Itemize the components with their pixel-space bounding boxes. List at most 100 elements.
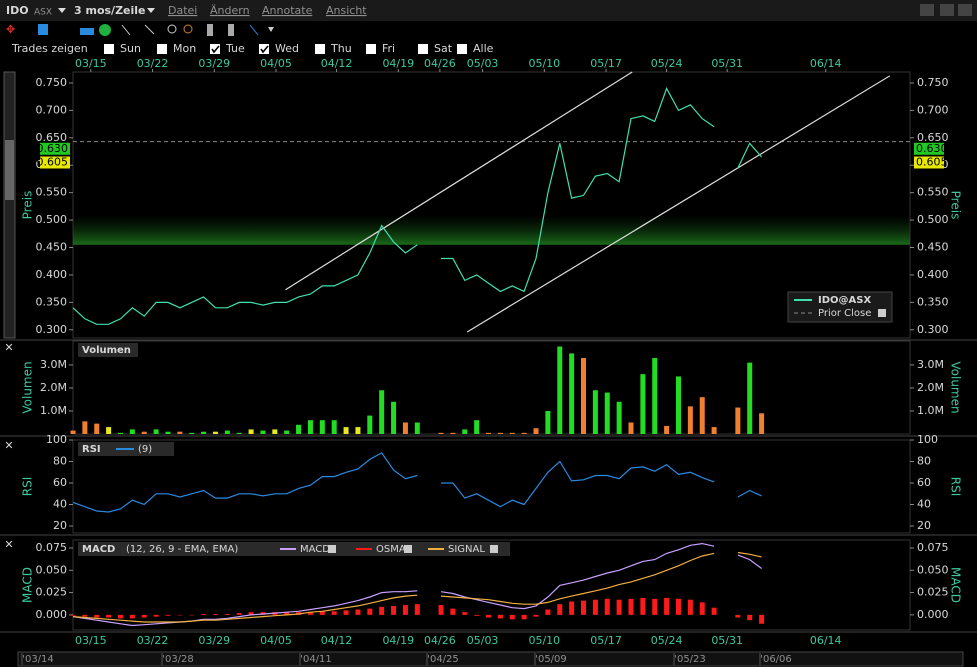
x-tick-label: 04/12 (321, 57, 353, 70)
legend-box (78, 343, 138, 357)
bar (628, 422, 634, 434)
x-tick-label: 05/31 (711, 57, 743, 70)
tool-icon[interactable] (144, 24, 155, 35)
scroll-strip[interactable] (3, 71, 16, 339)
bar (438, 605, 444, 615)
tool-icon[interactable] (99, 24, 111, 36)
tool-icon[interactable] (183, 24, 193, 34)
bar (474, 614, 480, 616)
y-tick-label: 0.450 (36, 241, 68, 254)
bar (687, 406, 693, 434)
dropdown-arrow[interactable] (58, 8, 66, 13)
y-tick-label: 0.550 (917, 186, 949, 199)
checkmark (260, 45, 269, 54)
checkbox[interactable] (315, 44, 325, 54)
bar (450, 432, 456, 434)
bar (735, 407, 741, 434)
bar (153, 429, 159, 434)
panel-frame (72, 539, 911, 631)
bar (652, 358, 658, 434)
bar (319, 611, 325, 615)
legend-series: OSMA (376, 544, 406, 555)
day-label: Sat (434, 42, 453, 55)
symbol: IDO (6, 4, 29, 17)
bar (687, 599, 693, 615)
bar (236, 432, 242, 434)
bar (201, 613, 207, 615)
chrome: ✥ ✕ ✕ ✕ (3, 4, 972, 667)
bar (189, 432, 195, 434)
checkbox[interactable] (104, 44, 114, 54)
bar (141, 431, 147, 434)
legend-checkbox[interactable] (878, 309, 886, 317)
bar (592, 390, 598, 434)
tool-icon[interactable] (268, 27, 274, 32)
y-tick-label: 0.350 (36, 295, 68, 308)
bar (497, 432, 503, 434)
x-tick-label: 04/12 (321, 634, 353, 647)
y-tick-label: 0.750 (917, 76, 949, 89)
bar (711, 427, 717, 434)
legend-checkbox[interactable] (328, 545, 336, 553)
scroll-thumb[interactable] (5, 140, 14, 200)
trend-line (285, 71, 633, 291)
tool-icon[interactable] (167, 24, 177, 34)
icon-button[interactable] (940, 4, 954, 16)
bar (212, 431, 218, 434)
bar (82, 614, 88, 617)
legend-series: IDO@ASX (818, 295, 871, 306)
legend-title: RSI (82, 444, 101, 455)
tool-icon[interactable] (249, 24, 259, 36)
price-label: 0.605 (37, 155, 69, 168)
menu-item[interactable]: Ansicht (326, 4, 367, 17)
y-tick-label: 0.550 (36, 186, 68, 199)
tool-icon[interactable] (207, 24, 213, 36)
menu-item[interactable]: Annotate (262, 4, 313, 17)
icon-button[interactable] (920, 4, 934, 16)
y-tick-label: 20 (917, 519, 931, 532)
close-button[interactable]: ✕ (4, 341, 13, 354)
legend-checkbox[interactable] (404, 545, 412, 553)
checkbox[interactable] (418, 44, 428, 54)
y-tick-label: 100 (46, 433, 67, 446)
tool-icon[interactable] (80, 28, 94, 35)
bar (759, 614, 765, 624)
tool-icon[interactable] (121, 24, 131, 36)
bar (545, 410, 551, 434)
checkbox[interactable] (457, 44, 467, 54)
period[interactable]: 3 mos/Zeile (74, 4, 146, 17)
y-tick-label: 0.700 (36, 103, 68, 116)
bar (474, 420, 480, 434)
bar (307, 612, 313, 615)
bar (236, 613, 242, 615)
price-label-box (40, 142, 70, 155)
y-tick-label: 0.300 (36, 323, 68, 336)
close-button[interactable]: ✕ (4, 439, 13, 452)
menu-item[interactable]: Ändern (210, 4, 250, 17)
bar (106, 614, 112, 618)
navigator-label: '05/09 (535, 654, 567, 665)
y-tick-label: 0.000 (36, 608, 68, 621)
close-button[interactable]: ✕ (4, 538, 13, 551)
menu-item[interactable]: Datei (168, 4, 197, 17)
y-axis-title: RSI (949, 477, 963, 497)
bar (367, 415, 373, 434)
checkbox[interactable] (259, 44, 269, 54)
navigator[interactable] (17, 651, 964, 667)
legend-checkbox[interactable] (490, 545, 498, 553)
checkbox[interactable] (210, 44, 220, 54)
dropdown-arrow[interactable] (147, 8, 155, 13)
y-axis-title: MACD (21, 567, 35, 603)
tool-icon[interactable] (38, 24, 48, 35)
bar (224, 430, 230, 434)
icon-button[interactable] (958, 4, 972, 16)
checkbox[interactable] (366, 44, 376, 54)
bar (664, 597, 670, 615)
bar (747, 362, 753, 434)
tool-icon[interactable] (228, 24, 234, 36)
tool-icon[interactable]: ✥ (6, 23, 15, 36)
panel-frame (72, 439, 911, 534)
navigator-label: '03/14 (22, 654, 54, 665)
y-tick-label: 0.650 (917, 131, 949, 144)
checkbox[interactable] (157, 44, 167, 54)
